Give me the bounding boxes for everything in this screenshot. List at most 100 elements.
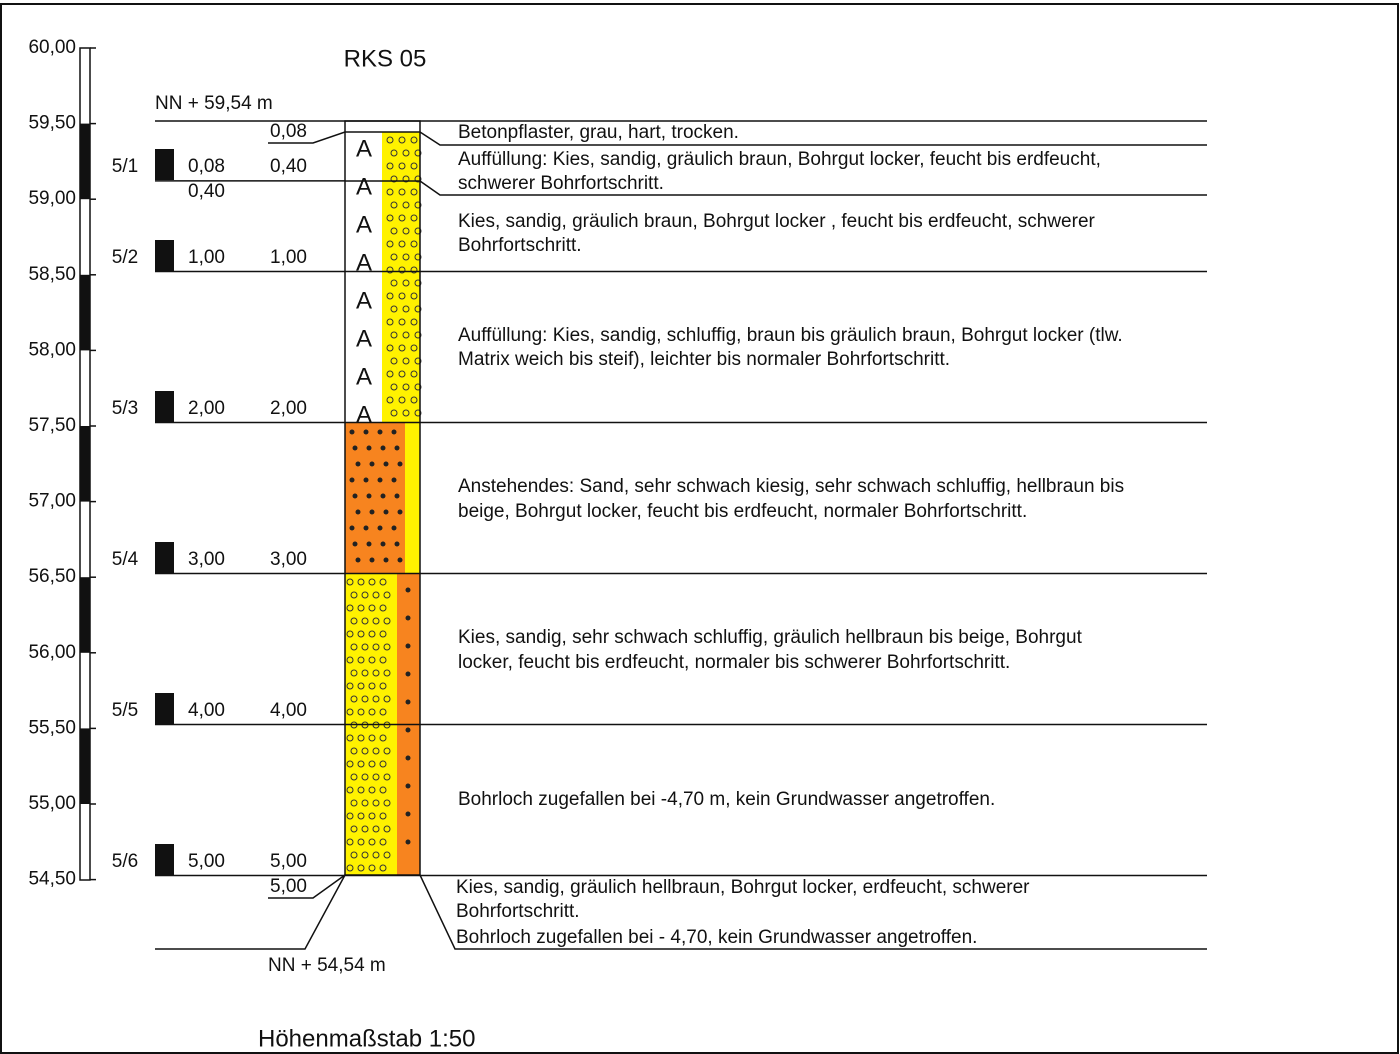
dot xyxy=(350,430,355,435)
dot xyxy=(364,430,369,435)
dot xyxy=(350,526,355,531)
layer-description: Bohrloch zugefallen bei - 4,70, kein Gru… xyxy=(456,927,977,948)
dot xyxy=(370,558,375,563)
layer-depth: 2,00 xyxy=(270,398,307,419)
dot xyxy=(378,430,383,435)
dot xyxy=(384,558,389,563)
sample-id: 5/5 xyxy=(112,700,138,721)
sample-block xyxy=(155,391,174,422)
dot xyxy=(384,510,389,515)
layer-description: schwerer Bohrfortschritt. xyxy=(458,173,664,194)
sample-id: 5/2 xyxy=(112,247,138,268)
dot xyxy=(367,446,372,451)
dot xyxy=(353,542,358,547)
layer-description: Kies, sandig, gräulich braun, Bohrgut lo… xyxy=(458,211,1096,232)
sample-block xyxy=(155,240,174,271)
axis-label: 56,00 xyxy=(28,642,76,663)
fill-symbol: A xyxy=(356,173,372,200)
top-elevation: NN + 59,54 m xyxy=(155,93,273,114)
dot xyxy=(395,494,400,499)
scale-segment xyxy=(80,728,90,804)
scale-segment xyxy=(80,124,90,200)
layer-description: Matrix weich bis steif), leichter bis no… xyxy=(458,349,950,370)
axis-label: 59,50 xyxy=(28,113,76,134)
dot xyxy=(406,812,411,817)
dot xyxy=(406,644,411,649)
borehole-log: RKS 05 NN + 59,54 m NN + 54,54 m Höhenma… xyxy=(0,0,1400,1054)
dot xyxy=(364,526,369,531)
fill-symbol: A xyxy=(356,287,372,314)
layer-depth: 1,00 xyxy=(270,247,307,268)
fill-symbol: A xyxy=(356,135,372,162)
dot xyxy=(350,478,355,483)
scale-note: Höhenmaßstab 1:50 xyxy=(258,1025,475,1052)
sample-id: 5/6 xyxy=(112,851,138,872)
dot xyxy=(406,588,411,593)
sample-id: 5/4 xyxy=(112,549,139,570)
dot xyxy=(392,526,397,531)
dot xyxy=(395,542,400,547)
sample-block xyxy=(155,844,174,875)
scale-segment xyxy=(80,577,90,653)
dot xyxy=(353,446,358,451)
sample-to: 3,00 xyxy=(188,549,225,570)
axis-label: 60,00 xyxy=(28,37,76,58)
axis-label: 57,00 xyxy=(28,491,76,512)
dot xyxy=(392,430,397,435)
fill-yellow xyxy=(382,132,420,422)
layer-description: Bohrfortschritt. xyxy=(458,235,582,256)
page: RKS 05 NN + 59,54 m NN + 54,54 m Höhenma… xyxy=(0,0,1400,1054)
dot xyxy=(406,784,411,789)
axis-label: 55,00 xyxy=(28,793,76,814)
sample-to: 5,00 xyxy=(188,851,225,872)
scale-segment xyxy=(80,275,90,351)
dot xyxy=(398,510,403,515)
dot xyxy=(392,478,397,483)
layer-description: beige, Bohrgut locker, feucht bis erdfeu… xyxy=(458,501,1027,522)
dot xyxy=(406,672,411,677)
dot xyxy=(367,494,372,499)
axis-label: 58,50 xyxy=(28,264,76,285)
layer-depth: 4,00 xyxy=(270,700,307,721)
dot xyxy=(356,462,361,467)
layer-depth: 0,40 xyxy=(270,156,307,177)
dot xyxy=(370,510,375,515)
sample-from: 0,08 xyxy=(188,156,225,177)
dot xyxy=(406,728,411,733)
fill-symbol: A xyxy=(356,249,372,276)
sample-to: 0,40 xyxy=(188,181,225,202)
dot xyxy=(353,494,358,499)
dot xyxy=(406,700,411,705)
dot xyxy=(356,558,361,563)
layer-depth: 3,00 xyxy=(270,549,307,570)
dot xyxy=(370,462,375,467)
axis-label: 56,50 xyxy=(28,566,76,587)
dot xyxy=(381,542,386,547)
layer-description: Anstehendes: Sand, sehr schwach kiesig, … xyxy=(458,476,1124,497)
axis-label: 58,00 xyxy=(28,339,76,360)
layer-description: Betonpflaster, grau, hart, trocken. xyxy=(458,122,739,143)
sample-block xyxy=(155,542,174,573)
fill-symbol: A xyxy=(356,363,372,390)
scale-segment xyxy=(80,426,90,502)
fill-yellow xyxy=(405,422,420,573)
axis-label: 59,00 xyxy=(28,188,76,209)
dot xyxy=(381,494,386,499)
dot xyxy=(356,510,361,515)
dot xyxy=(398,558,403,563)
layer-description: Auffüllung: Kies, sandig, gräulich braun… xyxy=(458,149,1101,170)
layer-description: Bohrfortschritt. xyxy=(456,901,580,922)
dot xyxy=(406,840,411,845)
dot xyxy=(378,526,383,531)
title: RKS 05 xyxy=(344,45,427,72)
layer-description: Auffüllung: Kies, sandig, schluffig, bra… xyxy=(458,325,1123,346)
layer-description: locker, feucht bis erdfeucht, normaler b… xyxy=(458,652,1010,673)
dot xyxy=(367,542,372,547)
layer-depth: 5,00 xyxy=(270,876,307,897)
sample-id: 5/3 xyxy=(112,398,138,419)
layer-description: Bohrloch zugefallen bei -4,70 m, kein Gr… xyxy=(458,789,995,810)
fill-symbol: A xyxy=(356,401,372,428)
fill-symbol: A xyxy=(356,211,372,238)
dot xyxy=(398,462,403,467)
layer-description: Kies, sandig, gräulich hellbraun, Bohrgu… xyxy=(456,877,1030,898)
